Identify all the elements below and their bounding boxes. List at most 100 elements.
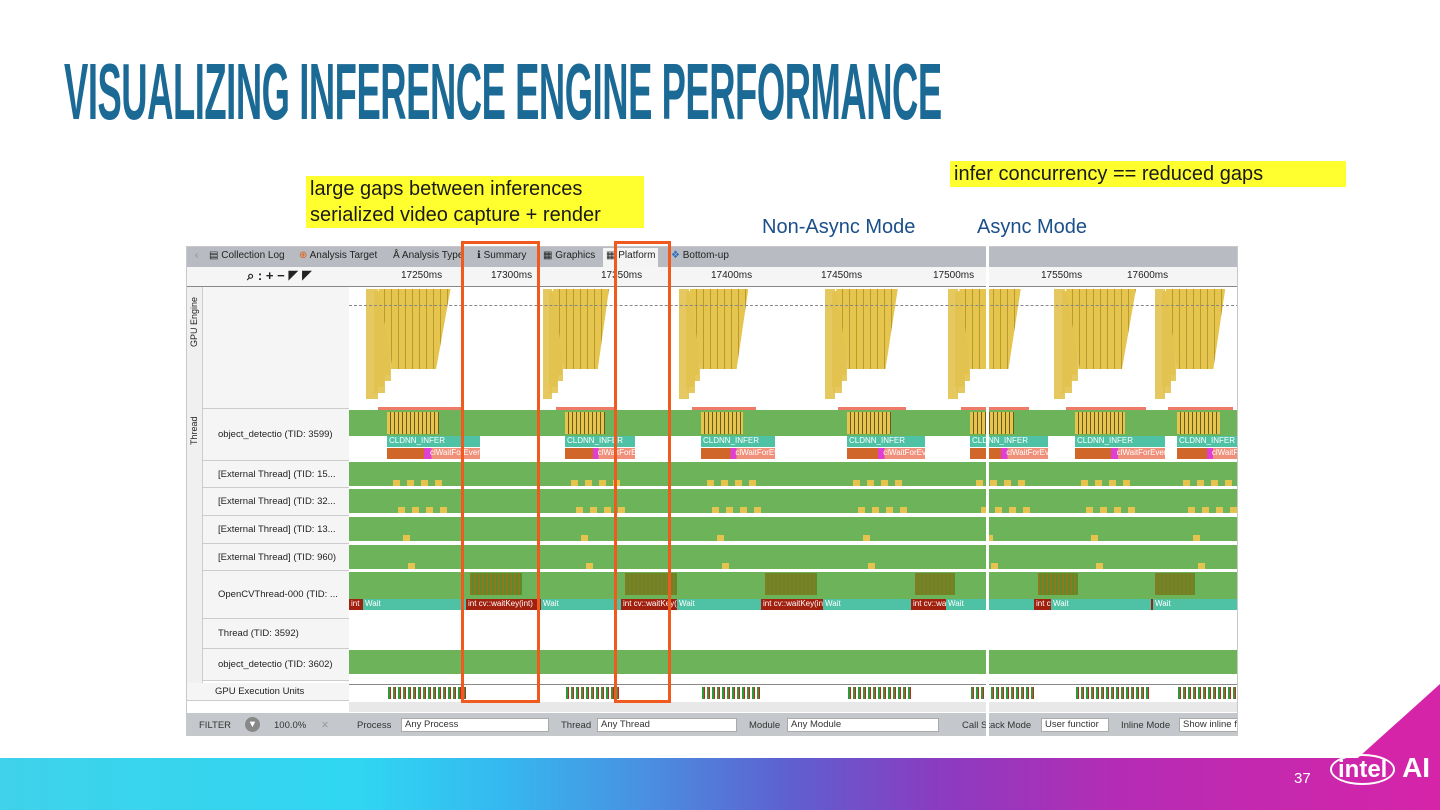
waitkey-task[interactable]: int cv::waitKey(int) [466, 599, 541, 610]
filter-icon[interactable]: ▼ [245, 717, 260, 732]
clwaitforevents-task[interactable]: clWaitForEvents [847, 448, 925, 459]
wait-task[interactable]: Wait [677, 599, 761, 610]
gpu-task-bar[interactable] [543, 289, 552, 399]
clwaitforevents-task[interactable]: clWaitForEvents [1177, 448, 1237, 459]
clwaitforevents-task[interactable]: clWaitForEvents [1075, 448, 1165, 459]
tab-summary[interactable]: ℹ Summary [477, 250, 526, 261]
zoom-out-icon[interactable]: − [277, 268, 285, 283]
waitkey-task[interactable]: int cv::waitKey(int) [1151, 599, 1153, 610]
tab-graphics[interactable]: ▦ Graphics [543, 250, 596, 261]
cldnn-infer-task[interactable]: CLDNN_INFER [387, 436, 480, 447]
wait-task[interactable]: Wait [1051, 599, 1151, 610]
thread-select[interactable]: Any Thread [597, 718, 737, 732]
thread-row-label[interactable]: [External Thread] (TID: 15... [203, 461, 349, 488]
wait-task[interactable]: Wait [541, 599, 621, 610]
cldnn-infer-task[interactable]: CLDNN_INFER [565, 436, 635, 447]
clwaitforevents-task[interactable]: clWaitForEvents [970, 448, 1048, 459]
cpu-activity[interactable] [847, 412, 891, 434]
gpu-engine-funnel[interactable] [378, 289, 451, 369]
opencv-activity[interactable] [765, 573, 817, 595]
gpu-task-bar[interactable] [555, 297, 562, 375]
thread-row-label[interactable]: Thread (TID: 3592) [203, 619, 349, 649]
gpu-execution-units-label[interactable]: GPU Execution Units [187, 683, 349, 701]
cpu-activity[interactable] [1075, 412, 1125, 434]
module-select[interactable]: Any Module [787, 718, 939, 732]
clwaitforevents-task[interactable]: clWaitForEvents [701, 448, 775, 459]
gpu-task-bar[interactable] [962, 297, 969, 375]
horizontal-scrollbar[interactable] [349, 702, 1237, 712]
tab-label: Summary [483, 250, 527, 261]
gpu-task-bar[interactable] [1155, 289, 1165, 399]
waitkey-task[interactable]: int cv::waitKey(int) [621, 599, 677, 610]
cldnn-infer-task[interactable]: CLDNN_INFER [1177, 436, 1237, 447]
int-task[interactable]: int [349, 599, 363, 610]
gpu-task-bar[interactable] [825, 289, 836, 399]
waitkey-task[interactable]: int cv::waitKey(int) [1034, 599, 1051, 610]
gpu-task-bar[interactable] [955, 293, 964, 387]
gpu-task-bar[interactable] [382, 297, 391, 375]
cldnn-infer-task[interactable]: CLDNN_INFER [701, 436, 775, 447]
cldnn-infer-task[interactable]: CLDNN_INFER [970, 436, 1048, 447]
process-select[interactable]: Any Process [401, 718, 549, 732]
opencv-activity[interactable] [470, 573, 522, 595]
thread-row-label[interactable]: object_detectio (TID: 3602) [203, 649, 349, 681]
gpu-engine-funnel[interactable] [689, 289, 749, 369]
gpu-task-bar[interactable] [948, 289, 959, 399]
cpu-activity[interactable] [387, 412, 439, 434]
cpu-activity[interactable] [565, 412, 605, 434]
wait-task[interactable]: Wait [363, 599, 466, 610]
thread-activity-lane[interactable] [349, 650, 1237, 674]
zoom-back-icon[interactable]: ◤ [288, 268, 299, 283]
opencv-activity[interactable] [915, 573, 955, 595]
gpu-task-bar[interactable] [374, 293, 384, 387]
cldnn-infer-task[interactable]: CLDNN_INFER [847, 436, 925, 447]
thread-activity-blip [407, 480, 414, 486]
wait-task[interactable]: Wait [1153, 599, 1237, 610]
clear-filter-icon[interactable]: ✕ [321, 720, 329, 731]
call-stack-mode-select[interactable]: User functior [1041, 718, 1109, 732]
wait-task[interactable]: Wait [946, 599, 1034, 610]
gpu-engine-funnel[interactable] [836, 289, 898, 369]
cpu-activity[interactable] [1177, 412, 1220, 434]
gpu-task-bar[interactable] [839, 297, 846, 375]
gpu-task-bar[interactable] [1162, 293, 1170, 387]
scroll-left-icon[interactable]: ‹ [195, 250, 199, 261]
thread-row-label[interactable]: object_detectio (TID: 3599) [203, 409, 349, 461]
zoom-in-icon[interactable]: + [265, 268, 274, 283]
clwaitforevents-task[interactable]: clWaitForEvents [387, 448, 480, 459]
thread-activity-lane[interactable] [349, 462, 1237, 486]
gpu-task-bar[interactable] [832, 293, 841, 387]
tab-analysis-type[interactable]: Å Analysis Type [393, 250, 463, 261]
opencv-activity[interactable] [1038, 573, 1078, 595]
thread-row-label[interactable]: [External Thread] (TID: 13... [203, 516, 349, 544]
cpu-activity[interactable] [970, 412, 1014, 434]
gpu-task-bar[interactable] [1054, 289, 1066, 399]
zoom-search-icon[interactable]: ⌕ [247, 268, 255, 283]
gpu-task-bar[interactable] [679, 289, 689, 399]
cpu-activity[interactable] [701, 412, 743, 434]
thread-activity-lane[interactable] [349, 545, 1237, 569]
opencv-activity[interactable] [1155, 573, 1195, 595]
gpu-task-bar[interactable] [692, 297, 699, 375]
thread-row-label[interactable]: [External Thread] (TID: 960) [203, 544, 349, 571]
thread-activity-lane[interactable] [349, 517, 1237, 541]
gpu-task-bar[interactable] [1168, 297, 1175, 375]
opencv-activity[interactable] [625, 573, 677, 595]
thread-row-label[interactable]: OpenCVThread-000 (TID: ... [203, 571, 349, 619]
tab-collection-log[interactable]: ▤ Collection Log [209, 250, 285, 261]
waitkey-task[interactable]: int cv::waitKey(int) [911, 599, 946, 610]
waitkey-task[interactable]: int cv::waitKey(int) [761, 599, 823, 610]
tab-bottom-up[interactable]: ❖ Bottom-up [671, 250, 729, 261]
wait-task[interactable]: Wait [823, 599, 911, 610]
gpu-task-bar[interactable] [549, 293, 557, 387]
zoom-reset-icon[interactable]: ◤ [301, 268, 312, 283]
gpu-task-bar[interactable] [685, 293, 694, 387]
cldnn-infer-task[interactable]: CLDNN_INFER [1075, 436, 1165, 447]
gpu-task-bar[interactable] [1070, 297, 1078, 375]
inline-mode-select[interactable]: Show inline f [1179, 718, 1237, 732]
tab-analysis-target[interactable]: ⊕ Analysis Target [299, 250, 377, 261]
thread-row-label[interactable]: [External Thread] (TID: 32... [203, 488, 349, 516]
gpu-task-bar[interactable] [366, 289, 378, 399]
gpu-task-bar[interactable] [1062, 293, 1072, 387]
gpu-engine-funnel[interactable] [959, 289, 1021, 369]
